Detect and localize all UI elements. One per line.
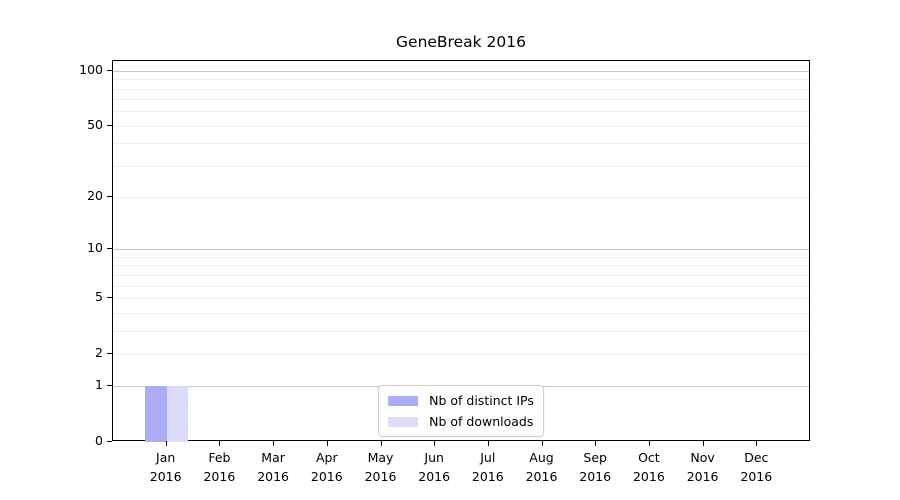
y-tick-label-20: 20 (87, 188, 103, 204)
x-tick-label-month-sep: Sep (583, 450, 607, 465)
legend-label-downloads: Nb of downloads (429, 414, 534, 429)
x-tick-label-mar: Mar 2016 (238, 449, 308, 487)
y-gridline-minor-90 (113, 79, 809, 81)
x-tick-label-month-jun: Jun (424, 450, 444, 465)
plot-area: Nb of distinct IPs Nb of downloads (112, 60, 810, 442)
x-tick-label-nov: Nov 2016 (668, 449, 738, 487)
legend-swatch-downloads (388, 416, 419, 427)
y-gridline-minor-6 (113, 285, 809, 287)
y-tick-label-10: 10 (87, 240, 103, 256)
x-tick-label-month-oct: Oct (638, 450, 660, 465)
x-tick-sep (595, 441, 597, 446)
x-tick-label-month-dec: Dec (744, 450, 769, 465)
x-tick-label-year-jul: 2016 (471, 468, 504, 484)
x-tick-label-jul: Jul 2016 (453, 449, 523, 487)
y-gridline-minor-20 (113, 197, 809, 199)
x-tick-dec (756, 441, 758, 446)
y-gridline-minor-4 (113, 312, 809, 314)
x-tick-label-aug: Aug 2016 (507, 449, 577, 487)
x-tick-label-month-apr: Apr (315, 450, 338, 465)
chart-title: GeneBreak 2016 (396, 33, 526, 51)
y-gridline-minor-2 (113, 353, 809, 355)
y-gridline-minor-70 (113, 99, 809, 101)
y-tick-2 (107, 352, 112, 354)
y-tick-10 (107, 248, 112, 250)
x-tick-oct (648, 441, 650, 446)
x-tick-jun (434, 441, 436, 446)
x-tick-label-year-nov: 2016 (686, 468, 719, 484)
bar-nb-of-downloads-jan (166, 386, 189, 442)
y-gridline-minor-7 (113, 274, 809, 276)
x-tick-label-apr: Apr 2016 (292, 449, 362, 487)
x-tick-label-jun: Jun 2016 (399, 449, 469, 487)
x-tick-label-oct: Oct 2016 (614, 449, 684, 487)
x-tick-apr (326, 441, 328, 446)
y-gridline-minor-50 (113, 125, 809, 127)
x-tick-jul (487, 441, 489, 446)
y-gridline-minor-60 (113, 111, 809, 113)
x-tick-label-year-dec: 2016 (740, 468, 773, 484)
y-gridline-minor-30 (113, 165, 809, 167)
x-tick-label-year-oct: 2016 (632, 468, 665, 484)
legend-label-distinct-ips: Nb of distinct IPs (429, 393, 534, 408)
y-tick-label-50: 50 (87, 116, 103, 132)
legend-swatch-distinct-ips (388, 395, 419, 406)
x-tick-label-jan: Jan 2016 (131, 449, 201, 487)
x-tick-label-dec: Dec 2016 (721, 449, 791, 487)
y-tick-100 (107, 69, 112, 71)
x-tick-nov (702, 441, 704, 446)
y-gridline-minor-9 (113, 256, 809, 258)
y-gridline-minor-80 (113, 88, 809, 90)
x-tick-label-year-mar: 2016 (257, 468, 289, 484)
y-tick-label-100: 100 (79, 61, 103, 77)
x-tick-label-year-aug: 2016 (525, 468, 558, 484)
x-tick-label-month-may: May (367, 450, 394, 465)
x-tick-label-month-jul: Jul (480, 450, 496, 465)
x-tick-label-month-aug: Aug (529, 450, 554, 465)
y-gridline-minor-40 (113, 143, 809, 145)
y-gridline-major-10 (113, 249, 809, 251)
y-tick-0 (107, 441, 112, 442)
x-tick-jan (165, 441, 167, 446)
y-tick-5 (107, 296, 112, 298)
x-tick-label-year-sep: 2016 (579, 468, 612, 484)
x-tick-aug (541, 441, 543, 446)
x-tick-label-year-jan: 2016 (149, 468, 182, 484)
bar-nb-of-distinct-ips-jan (145, 386, 167, 442)
legend: Nb of distinct IPs Nb of downloads (378, 385, 544, 437)
y-gridline-major-100 (113, 70, 809, 72)
x-tick-label-month-nov: Nov (690, 450, 715, 465)
x-tick-label-sep: Sep 2016 (560, 449, 630, 487)
x-tick-label-month-jan: Jan (156, 450, 176, 465)
y-tick-50 (107, 124, 112, 126)
y-tick-label-1: 1 (95, 377, 103, 393)
x-tick-label-feb: Feb 2016 (184, 449, 254, 487)
y-gridline-minor-3 (113, 330, 809, 332)
x-tick-label-year-may: 2016 (364, 468, 397, 484)
x-tick-mar (273, 441, 275, 446)
y-gridline-minor-5 (113, 297, 809, 299)
legend-item-downloads: Nb of downloads (388, 414, 534, 429)
y-tick-1 (107, 385, 112, 387)
y-tick-label-5: 5 (95, 288, 103, 304)
x-tick-label-year-jun: 2016 (418, 468, 451, 484)
y-gridline-minor-8 (113, 265, 809, 267)
x-tick-feb (219, 441, 221, 446)
x-tick-label-year-feb: 2016 (203, 468, 236, 484)
y-tick-20 (107, 196, 112, 198)
y-tick-label-2: 2 (95, 344, 103, 360)
x-tick-label-year-apr: 2016 (310, 468, 343, 484)
x-tick-label-month-mar: Mar (261, 450, 285, 465)
x-tick-may (380, 441, 382, 446)
legend-item-distinct-ips: Nb of distinct IPs (388, 393, 534, 408)
x-tick-label-month-feb: Feb (208, 450, 231, 465)
y-tick-label-0: 0 (95, 433, 103, 448)
x-tick-label-may: May 2016 (346, 449, 416, 487)
